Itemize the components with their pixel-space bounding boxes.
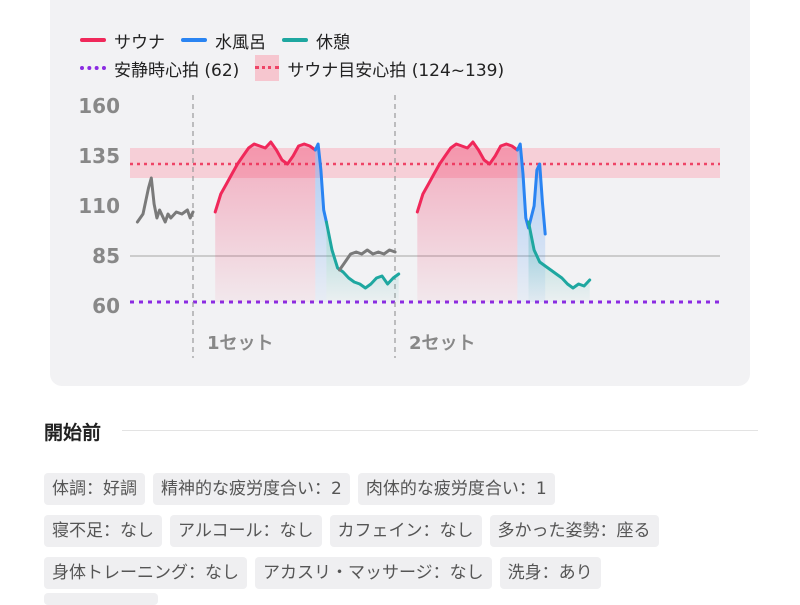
heart-rate-card [50, 0, 750, 386]
condition-tags: 体調：好調 精神的な疲労度合い：2 肉体的な疲労度合い：1 寝不足：なし アルコール：な… [44, 473, 764, 599]
y-tick-label: 160 [78, 94, 120, 118]
section-divider [122, 430, 758, 431]
condition-tag: 多かった姿勢：座る [489, 515, 659, 547]
y-tick-label: 135 [78, 144, 120, 168]
condition-tag: カフェイン：なし [329, 515, 482, 547]
series-line [415, 140, 519, 214]
legend-rest-label: 休憩 [316, 32, 350, 53]
y-tick-label: 110 [78, 194, 120, 218]
series-area [417, 142, 518, 302]
series-line [213, 140, 317, 214]
condition-tag: 肉体的な疲労度合い：1 [357, 473, 555, 505]
series-line [338, 248, 397, 272]
tag-row: 寝不足：なし アルコール：なし カフェイン：なし 多かった姿勢：座る [44, 515, 764, 547]
condition-tag: 寝不足：なし [44, 515, 162, 547]
series-area [315, 144, 327, 302]
sauna-swatch-icon [80, 38, 106, 42]
cold-bath-swatch-icon [181, 38, 207, 42]
legend-target-hr: サウナ目安心拍 (124~139) [255, 55, 504, 81]
series-line [527, 220, 592, 290]
condition-tag: 身体トレーニング：なし [44, 557, 247, 589]
resting-hr-swatch-icon [80, 66, 106, 70]
series-line [313, 142, 328, 224]
series-area [528, 222, 590, 302]
series-line [135, 176, 195, 224]
series-area [326, 222, 399, 302]
y-tick-label: 85 [92, 244, 120, 268]
series-line [515, 142, 547, 236]
tag-row: 身体トレーニング：なし アカスリ・マッサージ：なし 洗身：あり [44, 557, 764, 589]
condition-tag: アルコール：なし [170, 515, 322, 547]
series-line [324, 220, 401, 290]
tag-row: 体調：好調 精神的な疲労度合い：2 肉体的な疲労度合い：1 [44, 473, 764, 505]
chart-legend: サウナ 水風呂 休憩 安静時心拍 (62) サウナ目安心拍 (124~139) [80, 26, 520, 82]
condition-tag: 体調：好調 [44, 473, 145, 505]
set-label: 1セット [207, 333, 274, 354]
tag-partial [44, 593, 158, 605]
set-label: 2セット [409, 333, 476, 354]
legend-resting-hr: 安静時心拍 (62) [80, 56, 239, 81]
condition-tag: アカスリ・マッサージ：なし [255, 557, 492, 589]
rest-swatch-icon [282, 38, 308, 42]
legend-sauna-label: サウナ [114, 32, 165, 53]
section-title-before-start: 開始前 [44, 422, 102, 444]
legend-resting-hr-label: 安静時心拍 (62) [114, 60, 240, 81]
legend-target-hr-label: サウナ目安心拍 (124~139) [287, 60, 505, 81]
series-area [215, 142, 316, 302]
legend-cold-bath-label: 水風呂 [215, 32, 266, 53]
condition-tag: 精神的な疲労度合い：2 [153, 473, 350, 505]
y-tick-label: 60 [92, 294, 120, 318]
legend-cold-bath: 水風呂 [181, 28, 266, 53]
legend-sauna: サウナ [80, 28, 165, 53]
legend-rest: 休憩 [282, 28, 350, 53]
condition-tag: 洗身：あり [499, 557, 601, 589]
target-hr-swatch-icon [255, 55, 280, 81]
